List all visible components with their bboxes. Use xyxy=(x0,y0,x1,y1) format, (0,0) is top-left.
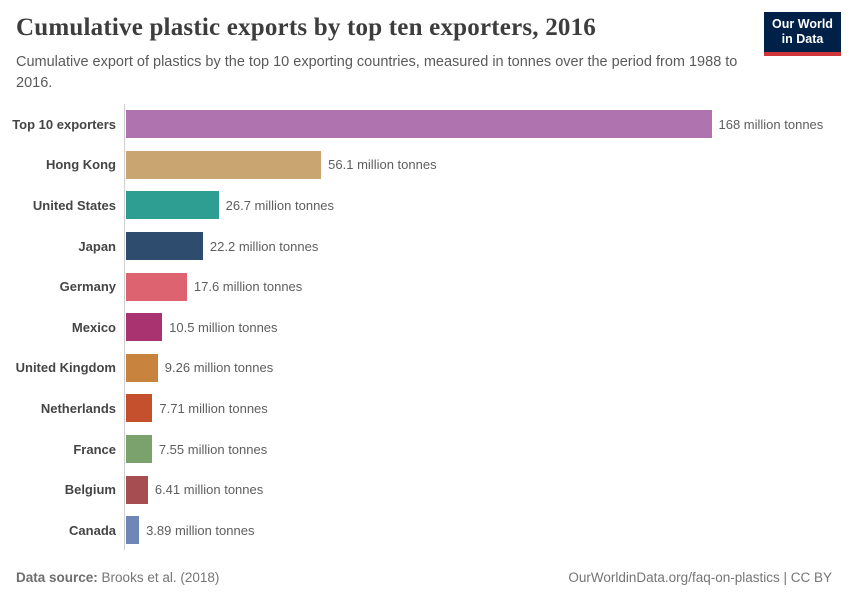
credit-line[interactable]: OurWorldinData.org/faq-on-plastics | CC … xyxy=(568,570,832,585)
bar-row: Hong Kong 56.1 million tonnes xyxy=(0,145,850,186)
value-label: 56.1 million tonnes xyxy=(328,157,437,173)
entity-label: France xyxy=(73,441,116,457)
bar[interactable] xyxy=(125,191,219,220)
bar-area: 3.89 million tonnes xyxy=(125,516,255,545)
bar-row: United States 26.7 million tonnes xyxy=(0,185,850,226)
y-axis-line xyxy=(124,104,125,550)
chart-subtitle: Cumulative export of plastics by the top… xyxy=(16,54,738,92)
value-label: 9.26 million tonnes xyxy=(164,360,274,376)
value-label: 6.41 million tonnes xyxy=(154,482,264,498)
bar-row: Top 10 exporters 168 million tonnes xyxy=(0,104,850,145)
value-label: 7.71 million tonnes xyxy=(159,400,268,416)
bar-area: 17.6 million tonnes xyxy=(125,272,303,301)
owid-logo-line1: Our World xyxy=(772,17,833,31)
bar[interactable] xyxy=(125,272,187,301)
bar-area: 22.2 million tonnes xyxy=(125,232,319,261)
value-label: 3.89 million tonnes xyxy=(146,522,255,538)
bar[interactable] xyxy=(125,516,140,545)
bar-area: 168 million tonnes xyxy=(125,110,824,139)
bar-row: Belgium 6.41 million tonnes xyxy=(0,469,850,510)
value-label: 10.5 million tonnes xyxy=(169,319,278,335)
data-source: Data source: Brooks et al. (2018) xyxy=(16,570,219,585)
bar-row: Netherlands 7.71 million tonnes xyxy=(0,388,850,429)
bar-row: Canada 3.89 million tonnes xyxy=(0,510,850,551)
bar[interactable] xyxy=(125,110,712,139)
entity-label: United Kingdom xyxy=(15,360,116,376)
bar[interactable] xyxy=(125,435,152,464)
bar-chart: Top 10 exporters 168 million tonnes Hong K… xyxy=(0,104,850,551)
owid-logo[interactable]: Our World in Data xyxy=(764,12,841,56)
data-source-label: Data source: xyxy=(16,570,98,585)
entity-label: Mexico xyxy=(71,319,116,335)
value-label: 26.7 million tonnes xyxy=(225,197,335,213)
bar-area: 10.5 million tonnes xyxy=(125,313,278,342)
entity-label: Hong Kong xyxy=(45,157,116,173)
value-label: 22.2 million tonnes xyxy=(209,238,319,254)
entity-label: Belgium xyxy=(64,482,116,498)
owid-logo-line2: in Data xyxy=(781,32,824,46)
bar-area: 7.55 million tonnes xyxy=(125,435,268,464)
entity-label: Japan xyxy=(78,238,116,254)
chart-rows: Top 10 exporters 168 million tonnes Hong K… xyxy=(0,104,850,551)
data-source-value: Brooks et al. (2018) xyxy=(101,570,220,585)
bar-area: 56.1 million tonnes xyxy=(125,150,437,179)
bar-row: Japan 22.2 million tonnes xyxy=(0,226,850,267)
value-label: 168 million tonnes xyxy=(718,116,824,132)
bar-row: Germany 17.6 million tonnes xyxy=(0,266,850,307)
chart-footer: Data source: Brooks et al. (2018) OurWor… xyxy=(16,570,832,585)
bar-row: United Kingdom 9.26 million tonnes xyxy=(0,348,850,389)
bar-area: 9.26 million tonnes xyxy=(125,353,274,382)
value-label: 7.55 million tonnes xyxy=(158,441,268,457)
bar[interactable] xyxy=(125,353,158,382)
entity-label: Germany xyxy=(59,279,116,295)
chart-title: Cumulative plastic exports by top ten ex… xyxy=(16,14,596,41)
bar[interactable] xyxy=(125,232,203,261)
bar-area: 7.71 million tonnes xyxy=(125,394,268,423)
bar[interactable] xyxy=(125,150,322,179)
bar-area: 26.7 million tonnes xyxy=(125,191,335,220)
entity-label: Netherlands xyxy=(40,400,116,416)
value-label: 17.6 million tonnes xyxy=(193,279,303,295)
bar-row: France 7.55 million tonnes xyxy=(0,429,850,470)
entity-label: United States xyxy=(32,197,116,213)
bar[interactable] xyxy=(125,394,153,423)
bar-area: 6.41 million tonnes xyxy=(125,475,264,504)
bar[interactable] xyxy=(125,313,163,342)
entity-label: Canada xyxy=(69,522,116,538)
bar-row: Mexico 10.5 million tonnes xyxy=(0,307,850,348)
entity-label: Top 10 exporters xyxy=(12,116,116,132)
bar[interactable] xyxy=(125,475,148,504)
